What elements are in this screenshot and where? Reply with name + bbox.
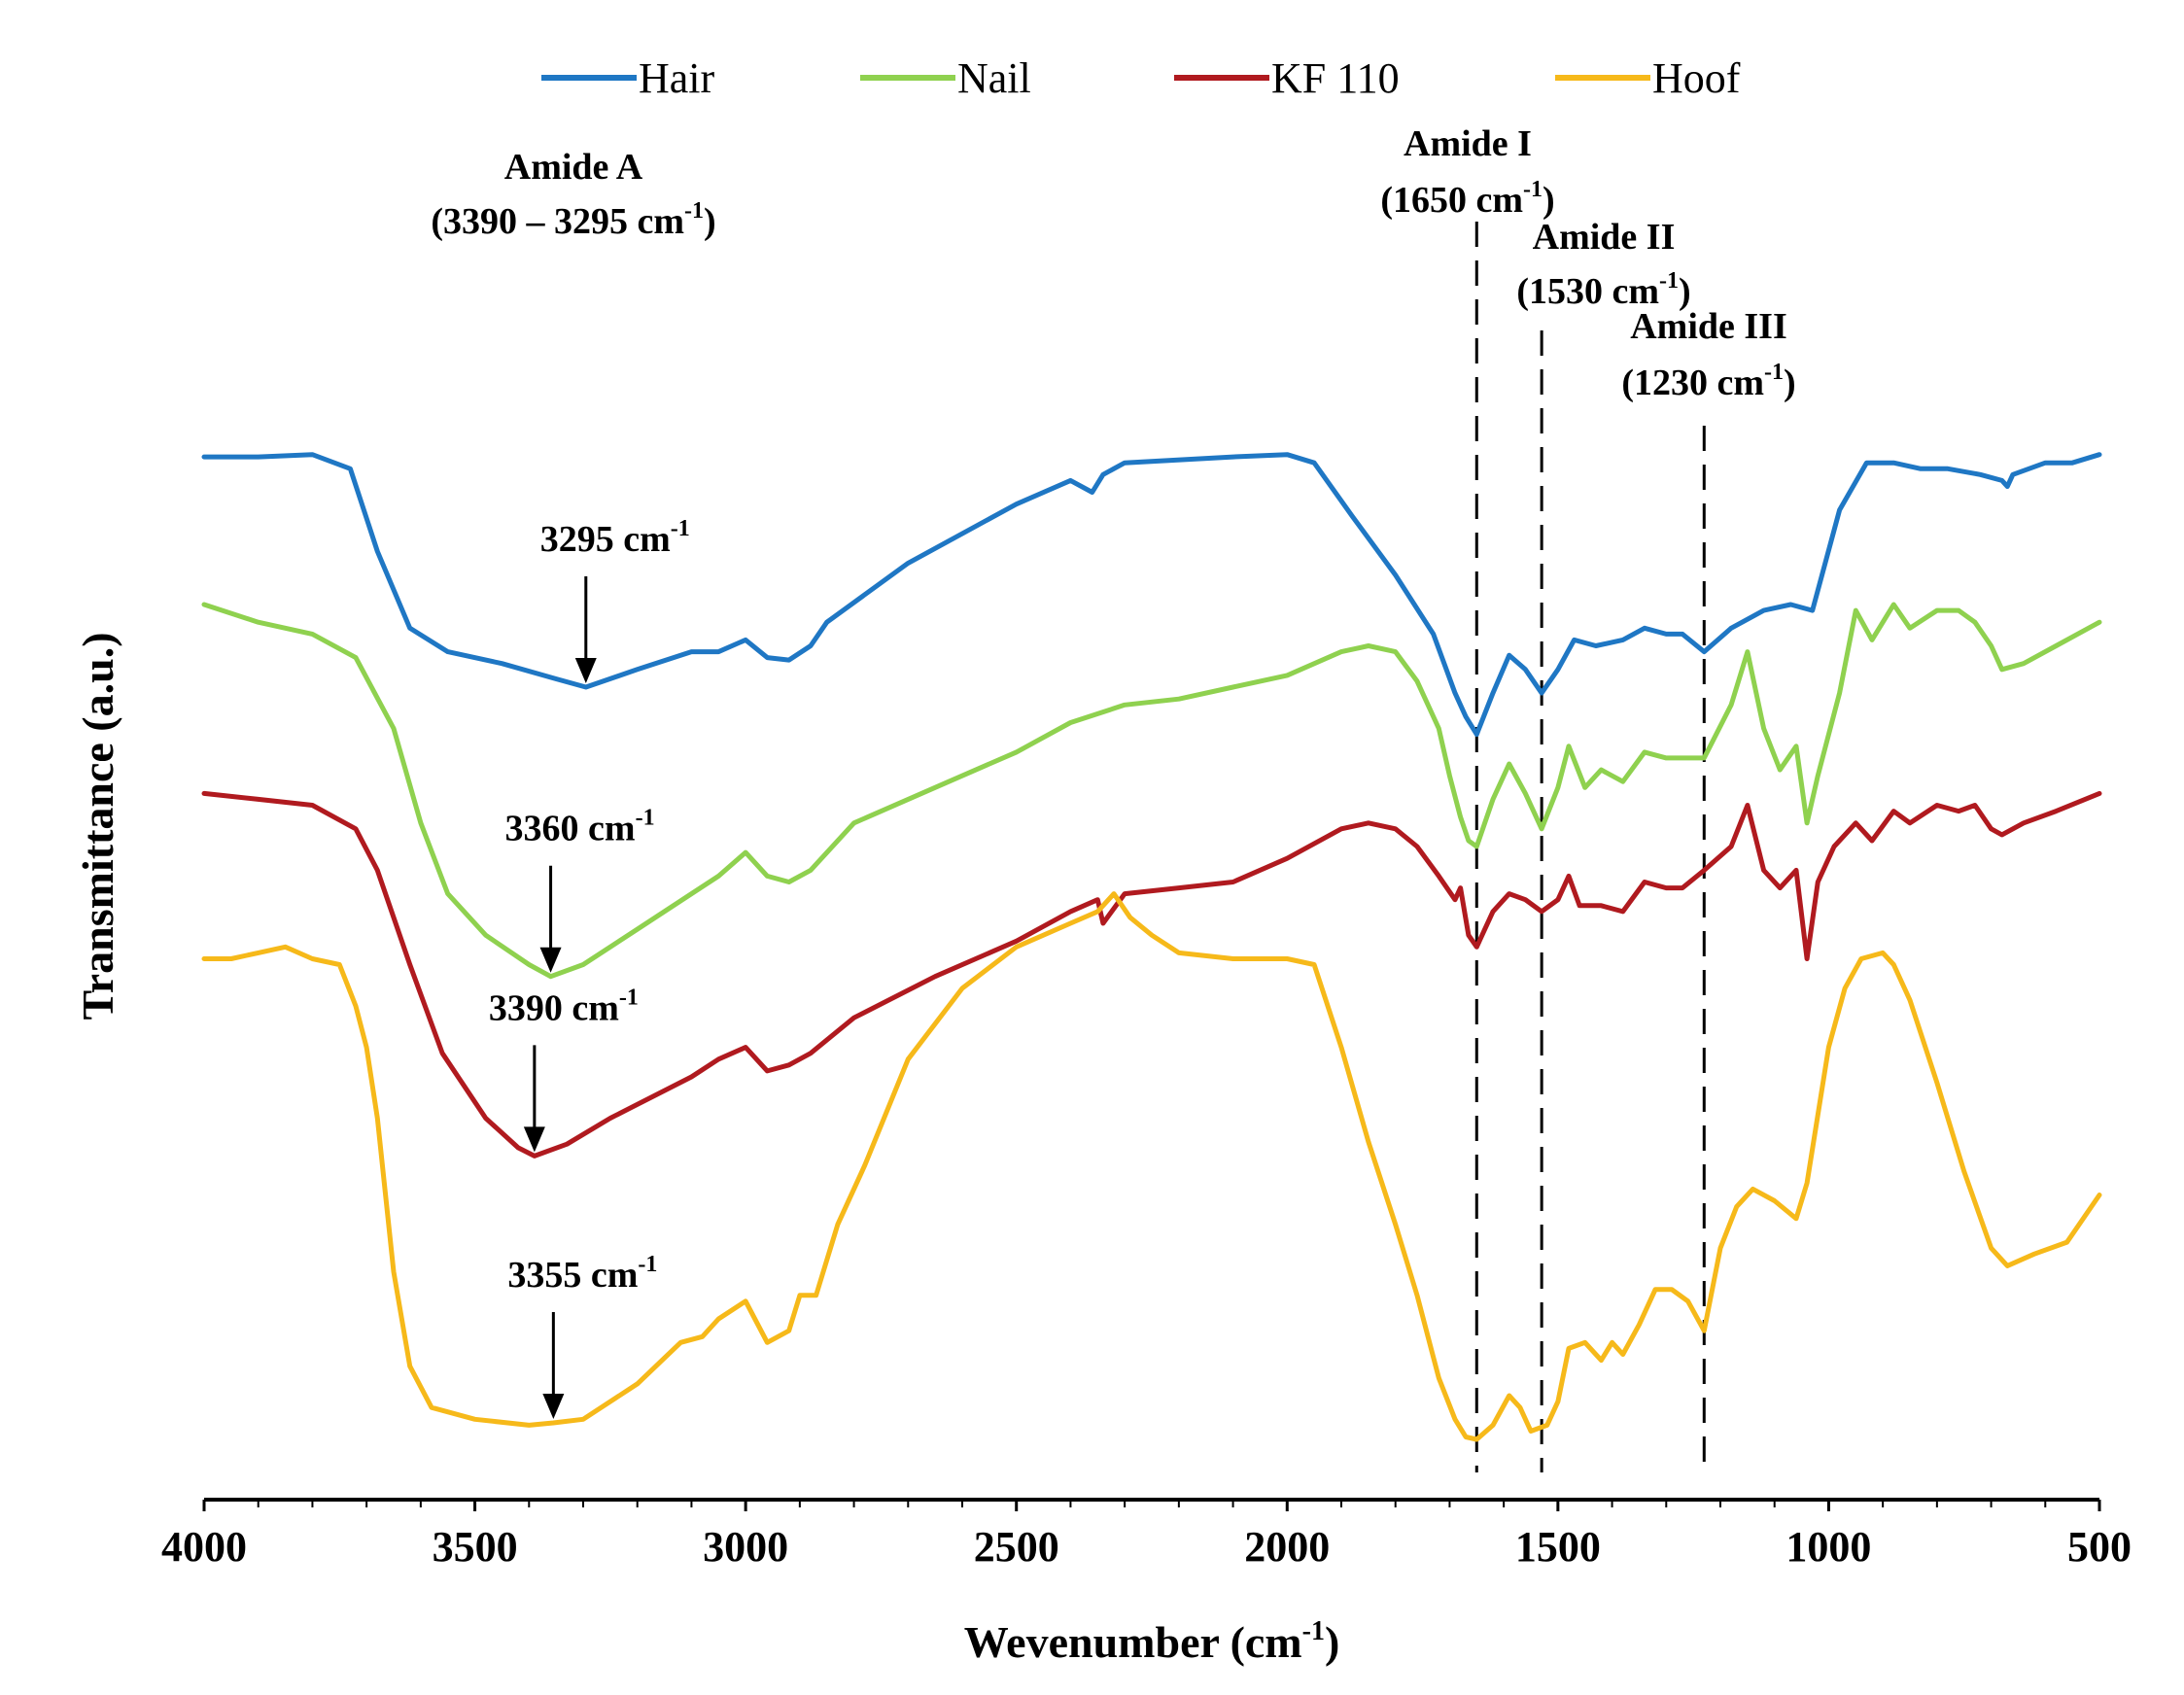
amide-a-range-sup: -1 xyxy=(684,198,704,224)
amide-a-label: Amide A xyxy=(504,147,643,188)
x-axis: 4000 3500 3000 2500 2000 1500 1000 500 xyxy=(161,1498,2132,1571)
amide-ii-label: Amide II xyxy=(1533,217,1676,258)
amide-i-label: Amide I xyxy=(1404,123,1532,164)
peak-label-nail: 3360 cm-1 xyxy=(505,806,655,849)
series-line-kf-110 xyxy=(201,790,2102,1159)
amide-ii-value-close: ) xyxy=(1679,271,1691,312)
x-tick-label-4000: 4000 xyxy=(161,1523,247,1571)
legend-label-hoof: Hoof xyxy=(1652,54,1741,102)
amide-i-value-main: (1650 cm xyxy=(1380,180,1523,221)
peak-label-hair: 3295 cm-1 xyxy=(540,516,690,560)
x-tick-label-500: 500 xyxy=(2067,1523,2132,1571)
x-tick-label-1000: 1000 xyxy=(1785,1523,1871,1571)
series-line-hoof xyxy=(201,891,2102,1442)
legend-entry-kf110: KF 110 xyxy=(1174,54,1400,102)
peak-arrow-head-kf-110 xyxy=(523,1126,545,1153)
peak-label-sup-kf-110: -1 xyxy=(619,985,639,1010)
x-axis-title: Wevenumber (cm-1) xyxy=(964,1616,1340,1667)
amide-a-range: (3390 – 3295 cm-1) xyxy=(431,198,715,242)
amide-i-value: (1650 cm-1) xyxy=(1380,177,1554,221)
x-tick-label-1500: 1500 xyxy=(1515,1523,1601,1571)
legend-entry-hair: Hair xyxy=(541,54,715,102)
amide-iii-annotation: Amide III (1230 cm-1) xyxy=(1621,306,1795,403)
x-tick-label-3500: 3500 xyxy=(433,1523,518,1571)
legend: Hair Nail KF 110 Hoof xyxy=(541,54,1741,102)
y-axis-title: Transmittance (a.u.) xyxy=(73,632,122,1020)
peak-label-main-hoof: 3355 cm xyxy=(507,1255,638,1296)
amide-iii-value-main: (1230 cm xyxy=(1621,363,1764,403)
amide-i-value-close: ) xyxy=(1543,180,1555,221)
peak-arrow-head-hair xyxy=(574,658,597,684)
reference-lines xyxy=(1474,222,1706,1472)
legend-label-hair: Hair xyxy=(639,54,715,102)
series-group xyxy=(201,452,2102,1442)
peak-label-hoof: 3355 cm-1 xyxy=(507,1252,657,1296)
legend-entry-nail: Nail xyxy=(860,54,1031,102)
peak-label-sup-nail: -1 xyxy=(636,806,655,831)
peak-label-main-nail: 3360 cm xyxy=(505,809,636,849)
amide-iii-value-sup: -1 xyxy=(1764,360,1784,385)
peak-arrow-head-nail xyxy=(539,947,562,973)
amide-i-value-sup: -1 xyxy=(1523,177,1543,202)
peak-label-main-kf-110: 3390 cm xyxy=(489,987,619,1028)
peak-arrow-head-hoof xyxy=(542,1393,565,1419)
x-tick-label-2500: 2500 xyxy=(974,1523,1059,1571)
amide-a-range-main: (3390 – 3295 cm xyxy=(431,201,684,242)
series-line-hair xyxy=(201,452,2102,738)
peak-label-sup-hoof: -1 xyxy=(638,1252,657,1277)
legend-label-nail: Nail xyxy=(957,54,1031,102)
amide-ii-annotation: Amide II (1530 cm-1) xyxy=(1516,217,1690,312)
x-tick-label-2000: 2000 xyxy=(1244,1523,1330,1571)
amide-i-annotation: Amide I (1650 cm-1) xyxy=(1380,123,1554,221)
amide-ii-value-sup: -1 xyxy=(1659,268,1679,294)
amide-ii-value-main: (1530 cm xyxy=(1516,271,1659,312)
x-axis-title-sup: -1 xyxy=(1302,1616,1325,1646)
x-axis-title-main: Wevenumber (cm xyxy=(964,1617,1302,1667)
x-tick-label-3000: 3000 xyxy=(703,1523,788,1571)
legend-label-kf110: KF 110 xyxy=(1271,54,1400,102)
peak-label-sup-hair: -1 xyxy=(671,516,690,541)
amide-ii-value: (1530 cm-1) xyxy=(1516,268,1690,312)
amide-iii-value: (1230 cm-1) xyxy=(1621,360,1795,403)
x-axis-title-close: ) xyxy=(1325,1617,1339,1667)
amide-a-range-close: ) xyxy=(704,201,716,242)
peak-label-main-hair: 3295 cm xyxy=(540,519,671,560)
amide-iii-value-close: ) xyxy=(1784,363,1796,403)
legend-entry-hoof: Hoof xyxy=(1555,54,1741,102)
peak-label-kf-110: 3390 cm-1 xyxy=(489,985,639,1028)
amide-a-annotation: Amide A (3390 – 3295 cm-1) xyxy=(431,147,715,242)
amide-iii-label: Amide III xyxy=(1630,306,1787,347)
series-line-nail xyxy=(201,602,2102,980)
